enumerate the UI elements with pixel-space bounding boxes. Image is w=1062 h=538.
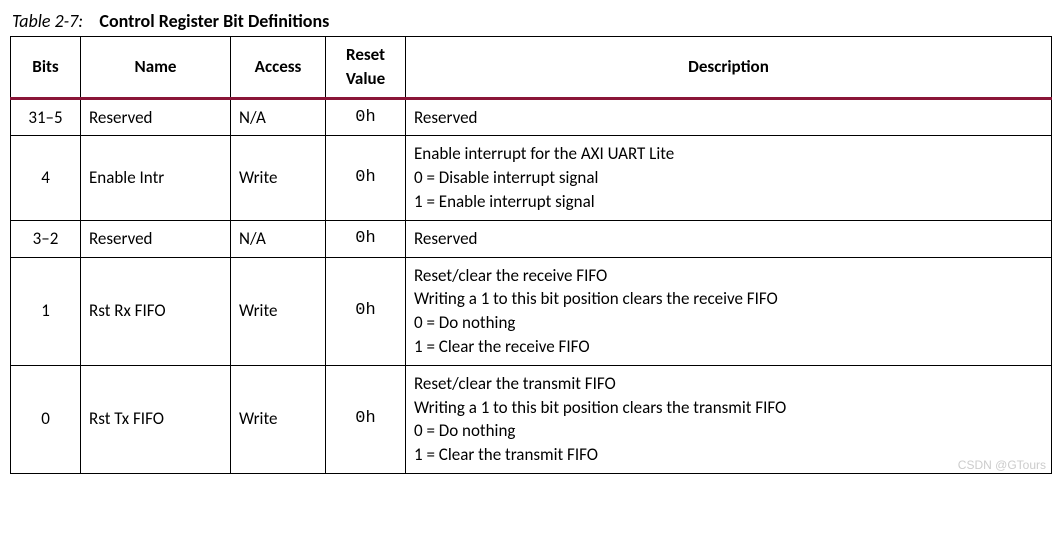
description-line: Writing a 1 to this bit position clears … [414,396,1043,420]
description-line: Reset/clear the transmit FIFO [414,372,1043,396]
description-line: 1 = Enable interrupt signal [414,190,1043,214]
description-line: 0 = Disable interrupt signal [414,166,1043,190]
description-line: Reserved [414,227,1043,251]
cell-bits: 31–5 [11,98,81,136]
table-header-row: Bits Name Access Reset Value Description [11,37,1052,99]
description-line: 1 = Clear the receive FIFO [414,335,1043,359]
cell-reset: 0h [326,136,406,220]
table-row: 4Enable IntrWrite0hEnable interrupt for … [11,136,1052,220]
cell-access: N/A [231,220,326,257]
cell-description: Enable interrupt for the AXI UART Lite0 … [406,136,1052,220]
cell-bits: 4 [11,136,81,220]
cell-name: Rst Rx FIFO [81,257,231,365]
description-line: 0 = Do nothing [414,311,1043,335]
col-header-reset: Reset Value [326,37,406,99]
description-line: Writing a 1 to this bit position clears … [414,287,1043,311]
watermark: CSDN @GTours [10,458,1052,472]
cell-access: Write [231,257,326,365]
col-header-name: Name [81,37,231,99]
table-row: 1Rst Rx FIFOWrite0hReset/clear the recei… [11,257,1052,365]
description-line: Reserved [414,106,1043,130]
table-caption: Table 2-7: Control Register Bit Definiti… [10,10,1052,32]
table-row: 3–2ReservedN/A0hReserved [11,220,1052,257]
cell-reset: 0h [326,220,406,257]
cell-name: Reserved [81,98,231,136]
caption-label: Table 2-7: [12,10,83,32]
description-line: Enable interrupt for the AXI UART Lite [414,142,1043,166]
col-header-desc: Description [406,37,1052,99]
col-header-bits: Bits [11,37,81,99]
cell-description: Reserved [406,220,1052,257]
description-line: Reset/clear the receive FIFO [414,264,1043,288]
col-header-access: Access [231,37,326,99]
register-table: Bits Name Access Reset Value Description… [10,36,1052,474]
cell-bits: 1 [11,257,81,365]
caption-title: Control Register Bit Definitions [99,10,329,32]
table-body: 31–5ReservedN/A0hReserved4Enable IntrWri… [11,98,1052,473]
cell-access: Write [231,136,326,220]
cell-description: Reset/clear the receive FIFOWriting a 1 … [406,257,1052,365]
description-line: 0 = Do nothing [414,419,1043,443]
cell-access: N/A [231,98,326,136]
cell-name: Reserved [81,220,231,257]
cell-reset: 0h [326,257,406,365]
cell-description: Reserved [406,98,1052,136]
cell-bits: 3–2 [11,220,81,257]
cell-reset: 0h [326,98,406,136]
table-row: 31–5ReservedN/A0hReserved [11,98,1052,136]
cell-name: Enable Intr [81,136,231,220]
